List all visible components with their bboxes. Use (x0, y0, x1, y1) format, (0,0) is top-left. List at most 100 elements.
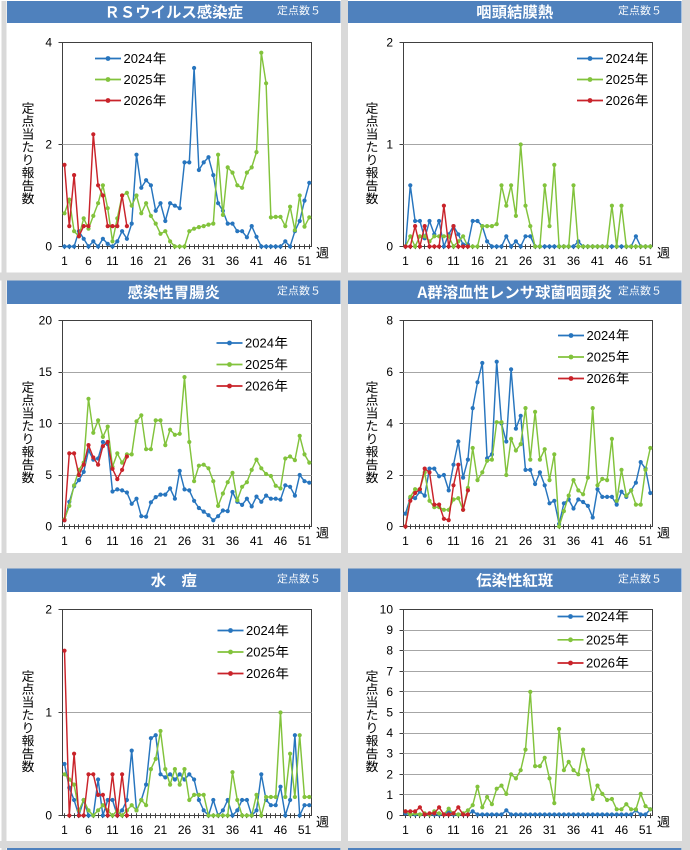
svg-text:2026: 2026 (587, 371, 616, 386)
svg-text:4: 4 (386, 726, 393, 740)
svg-text:1: 1 (45, 706, 52, 720)
svg-text:2: 2 (45, 138, 52, 152)
svg-text:6: 6 (426, 534, 433, 548)
svg-text:4: 4 (45, 36, 52, 50)
svg-text:2026: 2026 (246, 666, 275, 681)
svg-text:2026: 2026 (245, 379, 274, 394)
svg-text:21: 21 (495, 823, 509, 837)
svg-text:21: 21 (154, 254, 168, 268)
svg-text:2025: 2025 (245, 357, 274, 372)
svg-text:1: 1 (61, 254, 68, 268)
svg-text:5: 5 (45, 468, 52, 482)
svg-text:16: 16 (130, 823, 144, 837)
svg-text:6: 6 (426, 254, 433, 268)
svg-text:2026: 2026 (124, 93, 153, 108)
svg-text:6: 6 (85, 534, 92, 548)
svg-text:36: 36 (226, 254, 240, 268)
svg-text:51: 51 (639, 823, 653, 837)
svg-text:2026: 2026 (586, 656, 615, 671)
svg-text:2025: 2025 (587, 350, 616, 365)
svg-text:46: 46 (615, 534, 629, 548)
svg-text:2024: 2024 (124, 51, 153, 66)
svg-text:1: 1 (402, 534, 409, 548)
svg-text:21: 21 (154, 823, 168, 837)
svg-text:41: 41 (250, 254, 264, 268)
svg-text:21: 21 (495, 534, 509, 548)
svg-text:9: 9 (386, 623, 393, 637)
svg-text:41: 41 (591, 254, 605, 268)
svg-text:31: 31 (202, 823, 216, 837)
svg-text:2024: 2024 (606, 51, 635, 66)
svg-text:16: 16 (130, 534, 144, 548)
svg-text:41: 41 (250, 823, 264, 837)
svg-text:11: 11 (106, 254, 119, 268)
svg-text:0: 0 (386, 520, 393, 534)
svg-text:6: 6 (85, 254, 92, 268)
svg-text:2: 2 (386, 767, 393, 781)
svg-text:0: 0 (45, 809, 52, 823)
svg-text:2: 2 (386, 468, 393, 482)
svg-text:11: 11 (447, 254, 460, 268)
svg-text:41: 41 (591, 823, 605, 837)
svg-text:46: 46 (274, 254, 288, 268)
svg-text:36: 36 (567, 823, 581, 837)
svg-text:6: 6 (386, 685, 393, 699)
svg-text:0: 0 (386, 240, 393, 254)
svg-text:8: 8 (386, 314, 393, 328)
svg-text:51: 51 (639, 254, 653, 268)
svg-text:11: 11 (106, 823, 119, 837)
svg-text:11: 11 (106, 534, 119, 548)
svg-text:10: 10 (39, 417, 53, 431)
svg-text:7: 7 (386, 664, 393, 678)
svg-text:31: 31 (543, 823, 557, 837)
svg-text:46: 46 (615, 823, 629, 837)
svg-text:1: 1 (386, 788, 393, 802)
svg-text:2025: 2025 (124, 72, 153, 87)
svg-text:5: 5 (386, 706, 393, 720)
svg-text:36: 36 (226, 534, 240, 548)
svg-text:1: 1 (61, 534, 68, 548)
svg-text:51: 51 (298, 534, 312, 548)
svg-text:1: 1 (386, 138, 393, 152)
svg-text:41: 41 (250, 534, 264, 548)
svg-text:4: 4 (386, 417, 393, 431)
svg-text:10: 10 (380, 603, 394, 617)
svg-text:0: 0 (45, 240, 52, 254)
svg-text:16: 16 (130, 254, 144, 268)
svg-text:2024: 2024 (246, 623, 275, 638)
svg-text:1: 1 (61, 823, 68, 837)
svg-text:46: 46 (615, 254, 629, 268)
svg-text:2025: 2025 (246, 645, 275, 660)
svg-text:26: 26 (178, 254, 192, 268)
svg-text:51: 51 (639, 534, 653, 548)
svg-text:2025: 2025 (586, 633, 615, 648)
svg-text:36: 36 (567, 534, 581, 548)
svg-text:26: 26 (178, 534, 192, 548)
svg-text:51: 51 (298, 823, 312, 837)
svg-text:6: 6 (85, 823, 92, 837)
svg-text:2: 2 (45, 603, 52, 617)
svg-text:2: 2 (386, 36, 393, 50)
svg-text:31: 31 (202, 534, 216, 548)
svg-text:2026: 2026 (606, 93, 635, 108)
svg-text:11: 11 (447, 534, 460, 548)
svg-text:21: 21 (154, 534, 168, 548)
svg-text:0: 0 (386, 809, 393, 823)
svg-text:8: 8 (386, 644, 393, 658)
svg-text:11: 11 (447, 823, 460, 837)
svg-text:6: 6 (426, 823, 433, 837)
svg-text:36: 36 (567, 254, 581, 268)
svg-text:26: 26 (519, 534, 533, 548)
svg-text:26: 26 (519, 254, 533, 268)
svg-text:16: 16 (471, 254, 485, 268)
svg-text:46: 46 (274, 823, 288, 837)
svg-text:26: 26 (519, 823, 533, 837)
svg-text:31: 31 (543, 254, 557, 268)
svg-text:2024: 2024 (245, 336, 274, 351)
svg-text:16: 16 (471, 823, 485, 837)
svg-text:1: 1 (402, 254, 409, 268)
svg-text:46: 46 (274, 534, 288, 548)
svg-text:6: 6 (386, 365, 393, 379)
svg-text:16: 16 (471, 534, 485, 548)
svg-text:31: 31 (543, 534, 557, 548)
